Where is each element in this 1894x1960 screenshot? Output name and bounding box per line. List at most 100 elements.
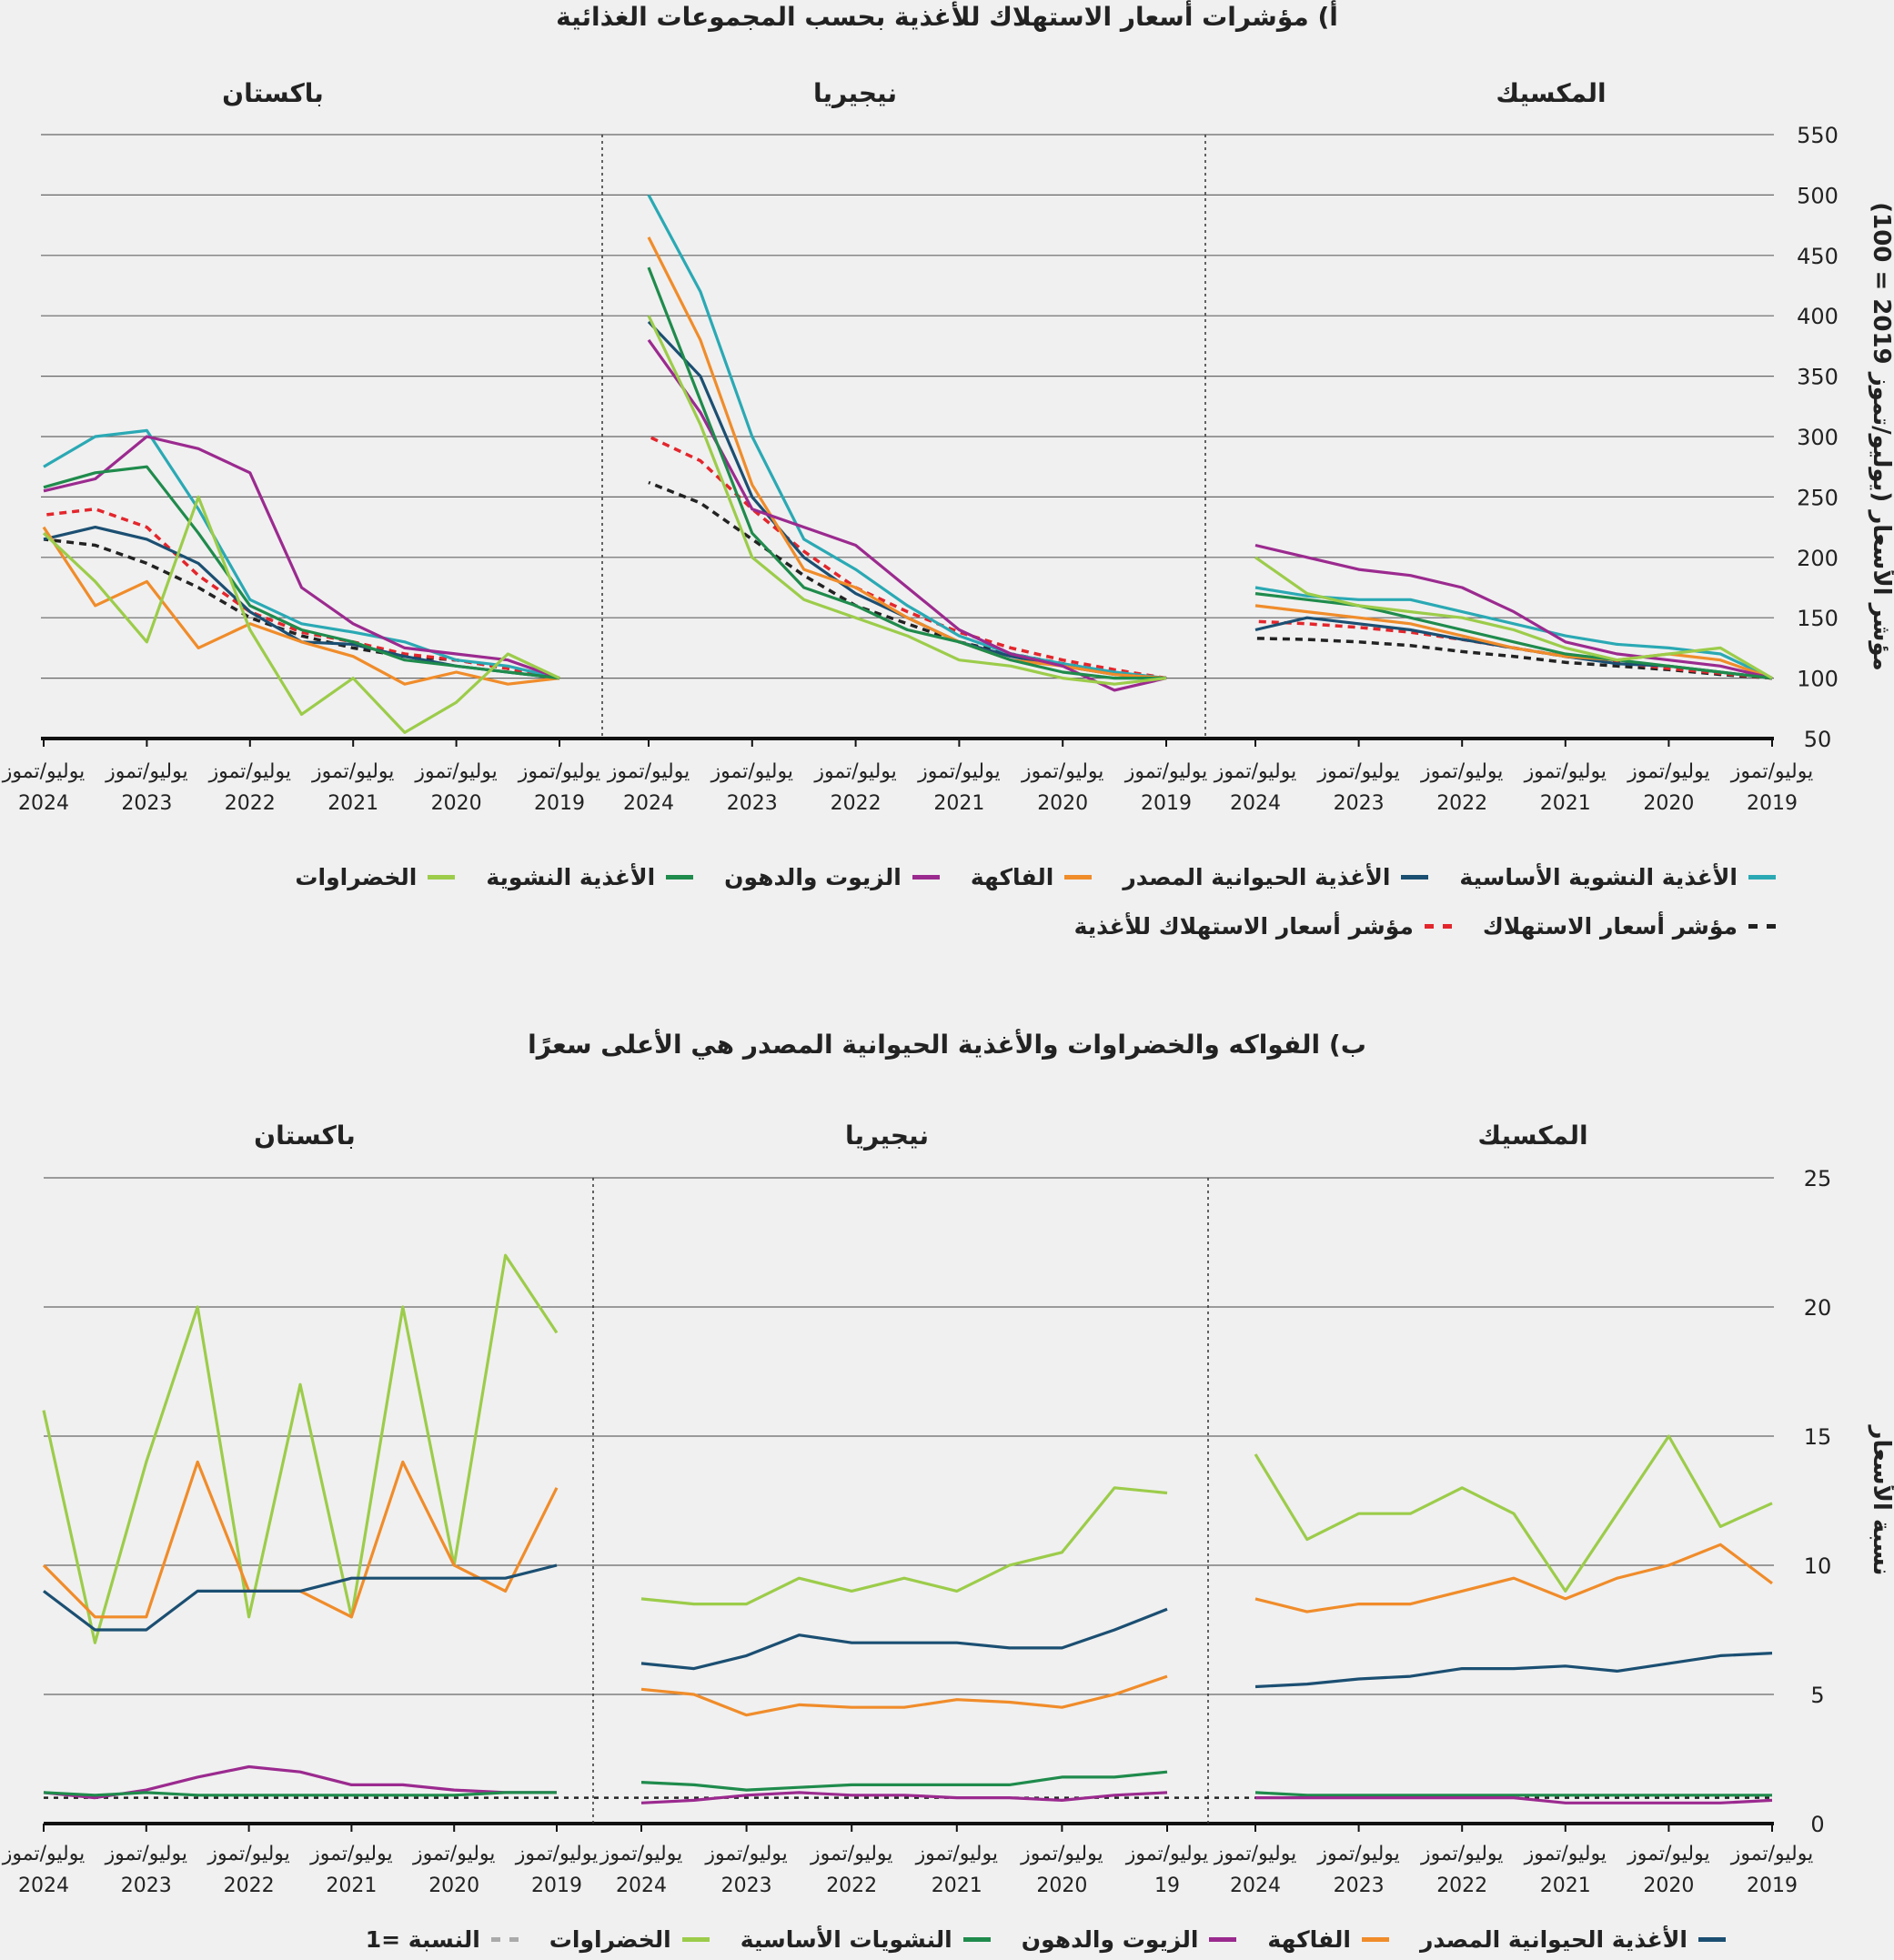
x-tick-year: 2022 <box>831 792 882 815</box>
legend-item: الخضراوات <box>295 864 456 890</box>
legend-label: الفاكهة <box>970 864 1054 890</box>
legend-item: الزيوت والدهون <box>724 864 940 890</box>
x-tick-month: يوليو/تموز <box>1627 1843 1709 1865</box>
series-line-2 <box>1254 592 1773 680</box>
x-tick-month: يوليو/تموز <box>412 1843 495 1865</box>
legend-swatch <box>1064 875 1093 879</box>
series-line-2 <box>1255 1795 1773 1804</box>
legend-label: الأغذية النشوية <box>486 864 656 890</box>
y-tick-label: 450 <box>1797 244 1839 269</box>
y-tick-label: 15 <box>1804 1424 1832 1450</box>
legend-swatch <box>666 875 694 879</box>
x-tick-month: يوليو/تموز <box>1124 760 1207 783</box>
panel-title: باكستان <box>254 1121 356 1151</box>
legend-label: النسبة =1 <box>365 1926 480 1953</box>
x-tick-year: 2024 <box>623 792 674 815</box>
x-tick-year: 2022 <box>1436 792 1487 815</box>
x-tick-month: يوليو/تموز <box>105 1843 187 1865</box>
x-tick-year: 2024 <box>18 792 69 815</box>
x-tick-year: 2022 <box>224 1875 275 1897</box>
legend-item: الفاكهة <box>1267 1926 1389 1953</box>
x-tick-year: 2023 <box>1334 1875 1385 1897</box>
x-tick-year: 2024 <box>616 1875 667 1897</box>
series-line-1 <box>647 338 1167 692</box>
legend-label: الزيوت والدهون <box>1021 1926 1199 1953</box>
x-tick-year: 19 <box>1154 1875 1180 1897</box>
x-tick-month: يوليو/تموز <box>1214 760 1296 783</box>
legend-top: الأغذية النشوية الأساسية الأغذية الحيواني… <box>295 864 1776 890</box>
legend-swatch <box>962 1937 991 1942</box>
legend-swatch <box>681 1937 710 1942</box>
panel-title: باكستان <box>222 78 324 108</box>
x-tick-year: 2019 <box>531 1875 582 1897</box>
legend-swatch <box>428 875 456 879</box>
legend-item: الخضراوات <box>549 1926 710 1953</box>
legend-item: الفاكهة <box>971 864 1093 890</box>
y-tick-label: 400 <box>1797 304 1839 329</box>
series-line-0 <box>43 1791 557 1797</box>
x-tick-year: 2023 <box>121 792 172 815</box>
x-tick-month: يوليو/تموز <box>1316 760 1399 783</box>
series-line-1 <box>640 1770 1168 1792</box>
series-line-0 <box>42 1253 559 1644</box>
y-axis-title: نسبة الأسعار <box>1868 1424 1894 1576</box>
y-tick-label: 5 <box>1810 1683 1824 1708</box>
chart-title: أ) مؤشرات أسعار الاستهلاك للأغذية بحسب ا… <box>556 0 1338 32</box>
legend-swatch <box>1698 1937 1726 1942</box>
legend-top-row2: مؤشر أسعار الاستهلاك مؤشر أسعار الاستهلاك… <box>1074 913 1776 940</box>
legend-label: الخضراوات <box>295 864 418 890</box>
x-tick-month: يوليو/تموز <box>1021 760 1103 783</box>
x-tick-month: يوليو/تموز <box>704 1843 787 1865</box>
y-tick-label: 50 <box>1804 727 1832 752</box>
x-tick-month: يوليو/تموز <box>1420 1843 1503 1865</box>
x-tick-year: 2023 <box>721 1875 772 1897</box>
x-tick-month: يوليو/تموز <box>813 760 896 783</box>
x-tick-month: يوليو/تموز <box>810 1843 892 1865</box>
legend-label: الأغذية النشوية الأساسية <box>1459 864 1738 890</box>
x-tick-year: 2020 <box>1037 792 1088 815</box>
legend-bottom: الأغذية الحيوانية المصدر الفاكهة الزيوت وا… <box>366 1926 1726 1953</box>
legend-item: الأغذية النشوية <box>486 864 694 890</box>
legend-swatch <box>1401 875 1429 879</box>
y-tick-label: 150 <box>1797 606 1839 631</box>
x-tick-month: يوليو/تموز <box>1020 1843 1103 1865</box>
panel-title: المكسيك <box>1496 78 1606 108</box>
legend-item: مؤشر أسعار الاستهلاك للأغذية <box>1074 913 1452 940</box>
y-tick-label: 550 <box>1797 123 1839 148</box>
x-tick-month: يوليو/تموز <box>917 760 1000 783</box>
legend-label: الفاكهة <box>1267 1926 1351 1953</box>
legend-item: النشويات الأساسية <box>740 1926 991 1953</box>
legend-swatch <box>490 1937 519 1942</box>
legend-swatch <box>912 875 940 879</box>
series-line-0 <box>42 526 560 686</box>
x-tick-year: 2021 <box>326 1875 377 1897</box>
x-tick-year: 2024 <box>1230 792 1281 815</box>
x-tick-month: يوليو/تموز <box>414 760 497 783</box>
y-tick-label: 20 <box>1804 1295 1832 1321</box>
y-tick-label: 200 <box>1797 546 1839 571</box>
panel-title: نيجيريا <box>845 1121 929 1151</box>
y-tick-label: 10 <box>1804 1553 1832 1579</box>
y-tick-label: 0 <box>1810 1812 1824 1837</box>
x-tick-month: يوليو/تموز <box>915 1843 998 1865</box>
x-tick-month: يوليو/تموز <box>207 1843 289 1865</box>
legend-label: النشويات الأساسية <box>740 1926 952 1953</box>
x-tick-month: يوليو/تموز <box>1627 760 1709 783</box>
legend-label: الزيوت والدهون <box>724 864 902 890</box>
x-tick-month: يوليو/تموز <box>1420 760 1503 783</box>
x-tick-month: يوليو/تموز <box>1524 1843 1607 1865</box>
y-tick-label: 25 <box>1804 1166 1832 1191</box>
y-axis-title: مؤشر الأسعار (يوليو/تموز 2019 = 100) <box>1868 202 1894 671</box>
x-tick-month: يوليو/تموز <box>1730 1843 1813 1865</box>
legend-swatch <box>1748 924 1776 929</box>
legend-label: الأغذية الحيوانية المصدر <box>1419 1926 1687 1953</box>
x-tick-month: يوليو/تموز <box>518 760 600 783</box>
legend-swatch <box>1361 1937 1389 1942</box>
x-tick-month: يوليو/تموز <box>599 1843 682 1865</box>
x-tick-year: 2021 <box>933 792 984 815</box>
legend-swatch <box>1424 924 1452 929</box>
legend-label: مؤشر أسعار الاستهلاك للأغذية <box>1073 913 1414 940</box>
x-tick-month: يوليو/تموز <box>2 760 85 783</box>
legend-item: النسبة =1 <box>366 1926 519 1953</box>
